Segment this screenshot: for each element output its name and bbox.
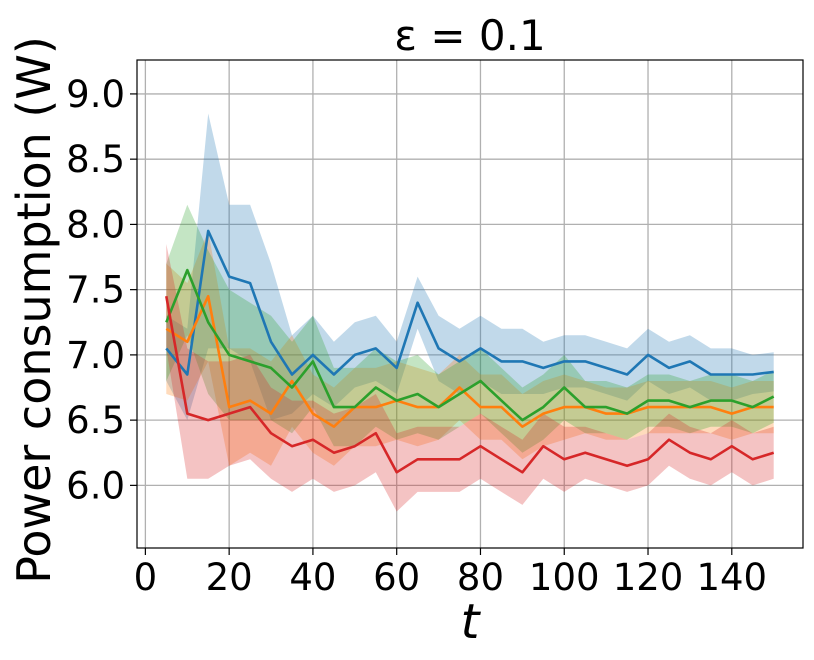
grid xyxy=(137,60,803,548)
y-tick-label: 6.5 xyxy=(66,399,125,442)
series-4-line xyxy=(165,295,775,474)
y-tick-label: 9.0 xyxy=(66,73,125,116)
plot-frame xyxy=(136,59,804,549)
series-2-band xyxy=(166,230,774,466)
y-tick-label: 8.5 xyxy=(66,138,125,181)
x-axis-label: t xyxy=(461,594,482,650)
y-axis-label: Power consumption (W) xyxy=(7,36,61,584)
x-tick-label: 120 xyxy=(613,556,684,599)
y-tick-label: 7.0 xyxy=(66,334,125,377)
y-tick-label: 6.0 xyxy=(66,464,125,507)
series-1-line xyxy=(165,229,774,376)
chart-title: ε = 0.1 xyxy=(394,11,545,60)
x-tick-label: 0 xyxy=(134,556,158,599)
confidence-bands xyxy=(166,113,774,512)
x-tick-label: 20 xyxy=(206,556,253,599)
x-tick-label: 60 xyxy=(373,556,420,599)
series-3-band xyxy=(166,204,774,453)
x-tick-label: 140 xyxy=(696,556,767,599)
y-tick-label: 7.5 xyxy=(66,269,125,312)
x-tick-label: 40 xyxy=(289,556,336,599)
x-tick-label: 80 xyxy=(457,556,504,599)
series-lines xyxy=(165,229,775,474)
y-tick-label: 8.0 xyxy=(66,203,125,246)
axis-ticks: 0 20 40 60 80 100 120 140 6.0 6.5 7.0 7.5 8.0 8.5 9.0 xyxy=(66,73,767,599)
series-4-band xyxy=(166,244,774,512)
series-1-band xyxy=(166,113,774,421)
x-tick-label: 100 xyxy=(529,556,600,599)
series-2-line xyxy=(165,294,774,429)
series-3-line xyxy=(165,268,775,422)
